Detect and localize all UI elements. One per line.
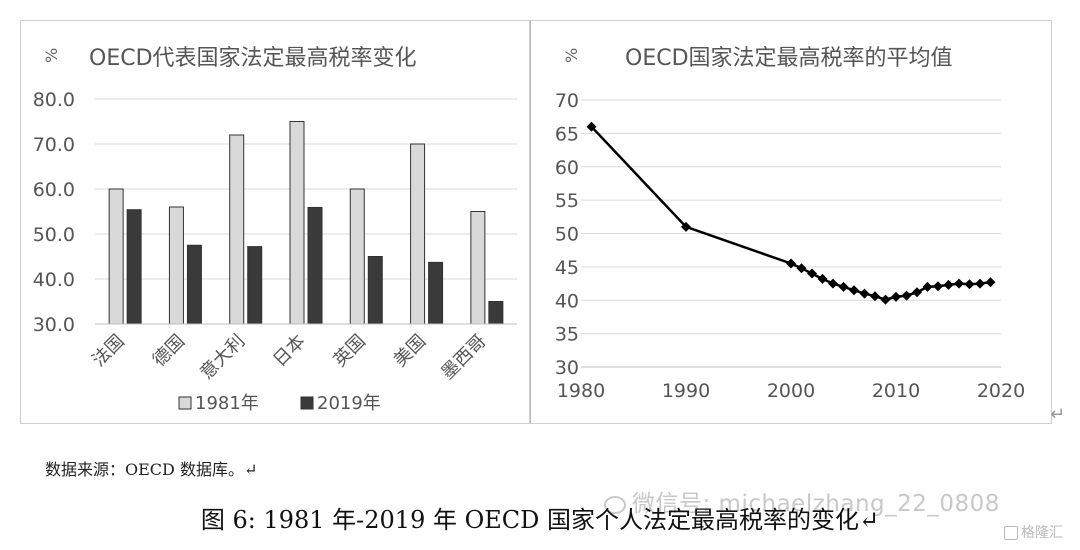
data-point-marker <box>817 273 828 284</box>
bar-x-tick-label: 墨西哥 <box>437 331 490 384</box>
data-point-marker <box>964 279 975 290</box>
return-mark-chart: ↵ <box>1050 404 1066 425</box>
bar-x-tick-label: 德国 <box>149 331 189 371</box>
line-chart: % OECD国家法定最高税率的平均值 30 35 40 45 50 55 60 65 70 1980 1… <box>555 46 1025 402</box>
data-point-marker <box>681 221 691 232</box>
bar-x-tick-label: 意大利 <box>196 331 249 384</box>
line-chart-panel: % OECD国家法定最高税率的平均值 30 35 40 45 50 55 60 65 70 1980 1… <box>530 20 1052 424</box>
data-point-marker <box>901 290 912 301</box>
line-y-tick-label: 30 <box>555 357 579 379</box>
bar-chart-panel: % OECD代表国家法定最高税率变化 30.0 40.0 50.0 60.0 70.0 80.… <box>20 20 530 424</box>
brand-icon <box>1004 526 1018 540</box>
bar-y-tick-label: 70.0 <box>33 134 75 156</box>
data-point-marker <box>807 268 817 279</box>
bar-2019 <box>126 209 142 325</box>
bar-2019 <box>186 244 202 325</box>
data-point-marker <box>880 294 891 305</box>
bar-x-tick-label: 英国 <box>330 331 370 371</box>
line-y-tick-label: 55 <box>555 190 579 212</box>
data-point-marker <box>586 121 597 132</box>
legend-label: 2019年 <box>317 393 381 414</box>
bar-y-tick-label: 40.0 <box>33 269 75 291</box>
wechat-icon <box>604 495 626 514</box>
watermark-text: 微信号: michaelzhang_22_0808 <box>632 491 1000 517</box>
bar-1981 <box>410 143 426 325</box>
bar-y-tick-label: 80.0 <box>33 89 75 111</box>
line-y-tick-label: 45 <box>555 257 579 279</box>
bar-y-tick-label: 30.0 <box>33 314 75 336</box>
line-x-tick-label: 2010 <box>872 380 920 402</box>
line-x-tick-label: 2020 <box>977 380 1025 402</box>
data-point-marker <box>796 263 807 274</box>
bar-2019 <box>488 301 504 325</box>
line-y-tick-label: 70 <box>555 90 579 112</box>
watermark: 微信号: michaelzhang_22_0808 <box>604 484 1000 518</box>
brand-text: 格隆汇 <box>1021 525 1063 541</box>
brand-logo: 格隆汇 <box>1004 522 1063 542</box>
line-x-tick-label: 2000 <box>767 380 815 402</box>
bar-1981 <box>229 134 245 325</box>
bar-chart-title: OECD代表国家法定最高税率变化 <box>89 46 417 71</box>
bar-1981 <box>168 206 184 325</box>
data-point-marker <box>870 291 880 302</box>
data-point-marker <box>849 285 859 296</box>
bar-chart: % OECD代表国家法定最高税率变化 30.0 40.0 50.0 60.0 70.0 80.… <box>33 46 517 414</box>
data-point-marker <box>943 279 954 290</box>
data-point-marker <box>975 278 985 289</box>
data-point-marker <box>954 278 964 289</box>
bar-2019 <box>307 206 323 325</box>
bar-2019 <box>367 256 383 325</box>
line-y-tick-label: 65 <box>555 123 579 145</box>
bar-1981 <box>289 121 305 325</box>
data-point-marker <box>985 277 996 288</box>
line-x-tick-label: 1990 <box>662 380 710 402</box>
percent-icon: % <box>562 48 581 63</box>
legend-swatch <box>300 396 314 410</box>
data-point-marker <box>891 291 901 302</box>
line-x-tick-label: 1980 <box>557 380 605 402</box>
bar-x-tick-label: 法国 <box>88 331 128 371</box>
bar-2019 <box>428 261 444 325</box>
bar-x-tick-label: 日本 <box>269 331 309 371</box>
data-point-marker <box>922 281 933 292</box>
data-point-marker <box>828 278 838 289</box>
bar-1981 <box>470 211 486 325</box>
figure-caption: 图 6: 1981 年-2019 年 OECD 国家个人法定最高税率的变化↵ <box>200 506 880 534</box>
bar-2019 <box>247 246 263 325</box>
bar-x-tick-label: 美国 <box>390 331 430 371</box>
data-point-marker <box>859 288 870 299</box>
line-chart-title: OECD国家法定最高税率的平均值 <box>625 46 953 71</box>
bar-1981 <box>349 188 365 325</box>
legend-swatch <box>178 396 192 410</box>
legend-label: 1981年 <box>195 393 259 414</box>
data-point-marker <box>786 258 796 269</box>
percent-icon: % <box>42 48 61 63</box>
source-caption: 数据来源：OECD 数据库。↵ <box>45 460 258 479</box>
data-point-marker <box>933 281 943 292</box>
bar-1981 <box>108 188 124 325</box>
line-y-tick-label: 40 <box>555 290 579 312</box>
line-y-tick-label: 35 <box>555 324 579 346</box>
data-point-marker <box>912 287 922 298</box>
bar-y-tick-label: 50.0 <box>33 224 75 246</box>
bar-y-tick-label: 60.0 <box>33 179 75 201</box>
average-rate-line <box>590 125 991 301</box>
data-point-marker <box>838 281 849 292</box>
line-y-tick-label: 50 <box>555 224 579 246</box>
line-y-tick-label: 60 <box>555 157 579 179</box>
